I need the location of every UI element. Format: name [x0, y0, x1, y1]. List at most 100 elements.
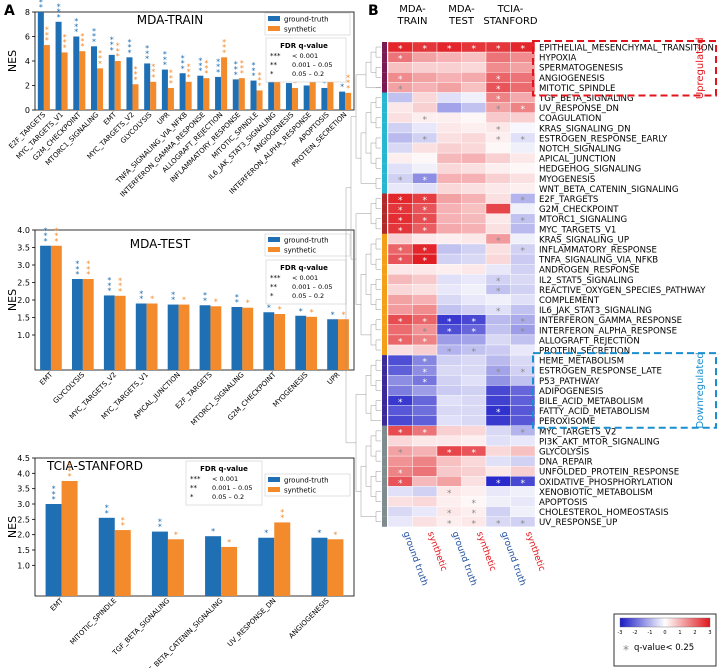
heatmap-cell — [436, 72, 462, 83]
significance-star: * — [346, 73, 350, 82]
x-tick-label: ANGIOGENESIS — [287, 596, 331, 640]
heatmap-cell — [387, 486, 413, 497]
bar-ground-truth — [45, 504, 62, 596]
heatmap-cell — [510, 122, 536, 134]
significance-star: * — [235, 293, 239, 302]
heatmap-star: * — [398, 45, 403, 55]
significance-star: * — [127, 48, 131, 57]
heatmap-cell — [412, 506, 438, 517]
significance-star: * — [105, 509, 109, 518]
heatmap-cell — [412, 466, 438, 477]
bar-ground-truth — [161, 69, 168, 110]
bar-ground-truth — [179, 73, 186, 110]
heatmap-cell — [436, 112, 462, 123]
bar-synthetic — [146, 303, 158, 370]
heatmap-cell — [436, 425, 462, 437]
x-tick-label: EMT — [38, 370, 55, 387]
heatmap-cell — [436, 294, 462, 305]
heatmap-star: * — [496, 479, 501, 489]
significance-star: * — [203, 296, 207, 305]
heatmap-cell — [485, 243, 511, 255]
dendrogram-branch — [375, 137, 381, 149]
heatmap-star: * — [423, 368, 428, 378]
heatmap-cell — [436, 264, 462, 275]
significance-star: * — [121, 516, 125, 525]
row-group-color — [382, 304, 387, 315]
heatmap-row-label: REACTIVE_OXYGEN_SPECIES_PATHWAY — [539, 286, 706, 296]
significance-star: * — [280, 513, 284, 522]
heatmap-row-label: MYOGENESIS — [539, 175, 595, 185]
heatmap-cell — [412, 142, 438, 154]
heatmap-row-label: ESTROGEN_RESPONSE_EARLY — [539, 134, 668, 144]
fdr-legend-stars: ** — [190, 484, 198, 492]
row-group-color — [382, 435, 387, 446]
heatmap-star: * — [423, 247, 428, 257]
significance-star: * — [68, 462, 72, 471]
downregulated-box — [532, 352, 717, 429]
legend-swatch-ground-truth — [268, 16, 280, 21]
dendrogram-branch — [375, 178, 381, 189]
heatmap-star: * — [521, 247, 526, 257]
heatmap-cell — [412, 415, 438, 427]
heatmap-cell — [387, 102, 413, 113]
row-group-color — [382, 506, 387, 517]
heatmap-cell — [461, 102, 487, 113]
significance-star: * — [44, 232, 48, 241]
significance-star: * — [74, 22, 78, 31]
x-tick-label: UV_RESPONSE_DN — [226, 597, 278, 649]
y-axis-label: NES — [6, 516, 19, 538]
row-group-color — [382, 92, 387, 103]
significance-star: * — [158, 523, 162, 532]
heatmap-cell — [485, 203, 511, 214]
significance-star: * — [44, 237, 48, 246]
bar-synthetic — [238, 78, 245, 110]
bar-synthetic — [291, 87, 298, 110]
heatmap-cell — [387, 506, 413, 517]
heatmap-star: * — [496, 105, 501, 115]
heatmap-cell — [436, 62, 462, 73]
heatmap-star: * — [423, 216, 428, 226]
heatmap-column-group: TRAIN — [397, 16, 428, 27]
heatmap-cell — [510, 203, 536, 214]
heatmap-row-label: UV_RESPONSE_UP — [539, 518, 617, 528]
bar-ground-truth — [55, 21, 62, 110]
significance-star: * — [198, 62, 202, 71]
heatmap-cell — [436, 385, 462, 396]
series-legend-box — [264, 12, 351, 36]
heatmap-row-label: MYC_TARGETS_V1 — [539, 225, 616, 235]
heatmap-cell — [387, 274, 413, 285]
heatmap-cell — [387, 415, 413, 427]
heatmap-cell — [461, 183, 487, 194]
significance-star: * — [74, 28, 78, 37]
bar-synthetic — [203, 78, 210, 110]
dendrogram-branch — [375, 117, 381, 129]
dendrogram-branch — [375, 198, 381, 209]
fdr-legend-title: FDR q-value — [200, 465, 248, 473]
heatmap-cell — [436, 122, 462, 134]
dendrogram-branch — [350, 116, 356, 260]
row-group-color — [382, 294, 387, 305]
heatmap-star: * — [398, 338, 403, 348]
bar-ground-truth — [73, 36, 80, 110]
fdr-legend-range: < 0.001 — [292, 274, 318, 282]
heatmap-row-label: HYPOXIA — [539, 54, 577, 64]
heatmap-cell — [485, 162, 511, 174]
heatmap-star: * — [521, 196, 526, 206]
heatmap-star: * — [423, 196, 428, 206]
bar-synthetic — [178, 304, 190, 370]
heatmap-row-label: PROTEIN_SECRETION — [539, 347, 630, 357]
row-group-color — [382, 82, 387, 93]
heatmap-star: * — [447, 317, 452, 327]
heatmap-star: * — [398, 226, 403, 236]
significance-star: * — [118, 282, 122, 291]
significance-star: * — [234, 70, 238, 79]
row-group-color — [382, 153, 387, 164]
row-group-color — [382, 233, 387, 244]
heatmap-cell — [436, 284, 462, 295]
significance-star: * — [267, 303, 271, 312]
fdr-legend-box — [265, 37, 347, 83]
heatmap-star: * — [398, 257, 403, 267]
heatmap-star: * — [496, 45, 501, 55]
chart-title: MDA-TEST — [130, 237, 191, 251]
bar-synthetic — [306, 316, 317, 370]
